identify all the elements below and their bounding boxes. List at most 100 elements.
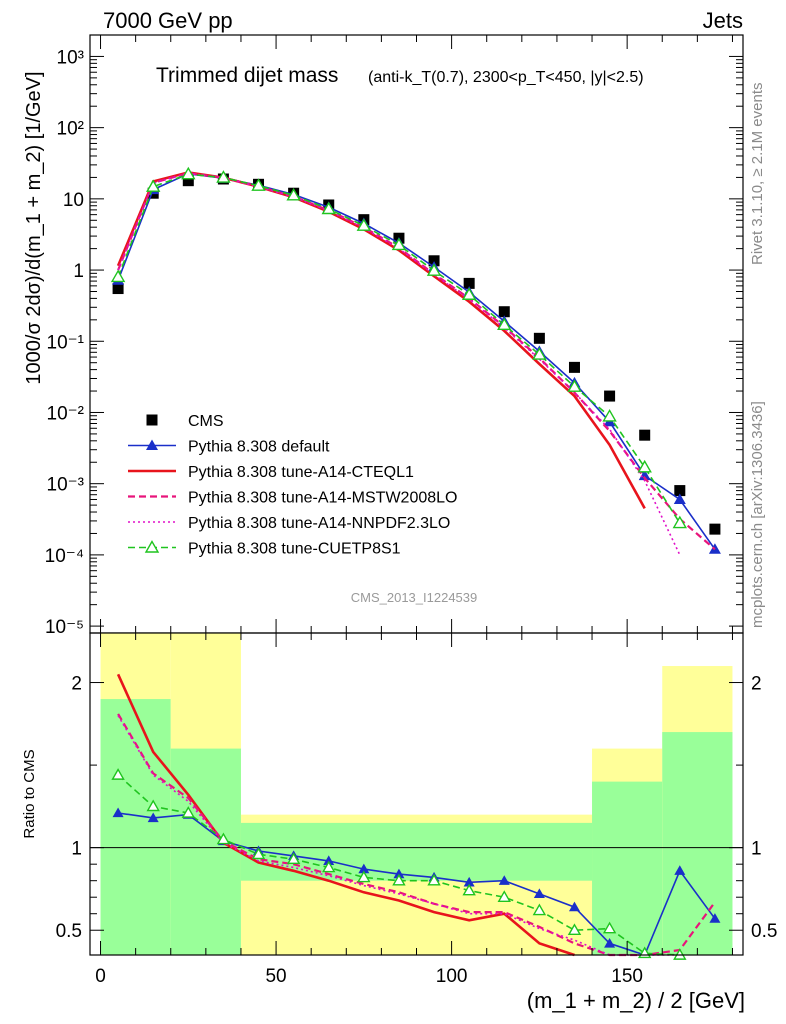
data-point xyxy=(181,166,196,180)
ratio-y-tick-label: 0.5 xyxy=(751,921,777,942)
ratio-point xyxy=(357,870,371,883)
main-ylabel: 1000/σ 2dσ)/d(m_1 + m_2) [1/GeV] xyxy=(23,71,45,384)
x-tick-label: 50 xyxy=(265,966,286,987)
ratio-y-tick-label: 2 xyxy=(71,674,82,695)
ratio-point xyxy=(533,888,545,899)
legend: CMS Pythia 8.308 default Pythia 8.308 tune… xyxy=(128,413,457,558)
main-panel: 10⁻⁵ 10⁻⁴ 10⁻³ 10⁻² 10⁻¹ 1 10 10² 10³ xyxy=(45,34,744,638)
data-point xyxy=(216,170,231,183)
ratio-series-2 xyxy=(117,713,716,957)
ratio-point xyxy=(673,948,687,960)
legend-label: Pythia 8.308 tune-A14-NNPDF2.3LO xyxy=(188,515,450,532)
data-point xyxy=(709,523,721,535)
data-point xyxy=(356,218,372,231)
header-right: Jets xyxy=(703,8,743,33)
watermark: CMS_2013_I1224539 xyxy=(351,590,478,605)
x-tick-label: 100 xyxy=(436,966,468,987)
data-point xyxy=(463,277,475,289)
main-title: Trimmed dijet mass xyxy=(156,64,338,87)
y-tick-label: 10⁻¹ xyxy=(47,332,85,353)
ratio-y-tick-label: 0.5 xyxy=(56,921,82,942)
series-line xyxy=(117,171,716,551)
ratio-xlabel: (m_1 + m_2) / 2 [GeV] xyxy=(527,988,745,1013)
legend-label: Pythia 8.308 default xyxy=(188,439,330,456)
ratio-series-1 xyxy=(116,673,575,957)
ratio-point xyxy=(323,855,335,866)
ratio-point xyxy=(146,799,160,812)
data-point xyxy=(112,283,124,295)
ratio-point xyxy=(674,865,686,875)
data-point xyxy=(321,201,336,215)
y-tick-label: 1 xyxy=(73,261,84,282)
ratio-point xyxy=(567,923,582,936)
y-tick-label: 10⁻⁵ xyxy=(45,617,84,638)
data-point xyxy=(637,459,652,473)
ratio-line xyxy=(116,673,575,957)
x-tick-label: 0 xyxy=(95,966,106,987)
ratio-point xyxy=(251,847,266,860)
ratio-point xyxy=(392,873,406,886)
uncertainty-band-green xyxy=(100,699,171,955)
data-point xyxy=(604,390,616,402)
data-point xyxy=(533,332,545,344)
data-point xyxy=(251,178,266,191)
data-point xyxy=(461,287,477,300)
legend-label: CMS xyxy=(188,413,224,430)
data-point xyxy=(498,306,510,318)
series-3 xyxy=(117,171,716,551)
ratio-point xyxy=(216,832,231,845)
ratio-point xyxy=(462,883,476,896)
header-left: 7000 GeV pp xyxy=(103,8,233,33)
data-point xyxy=(428,255,440,267)
ratio-point xyxy=(111,768,125,780)
ratio-y-tick-label: 1 xyxy=(751,839,762,860)
data-point xyxy=(672,515,688,529)
series-5 xyxy=(110,166,688,529)
x-tick-label: 150 xyxy=(611,966,643,987)
ratio-point xyxy=(147,812,159,823)
rivet-label: Rivet 3.1.10, ≥ 2.1M events xyxy=(749,83,766,266)
y-tick-label: 10³ xyxy=(57,47,84,68)
legend-label: Pythia 8.308 tune-CUETP8S1 xyxy=(188,541,401,558)
y-tick-label: 10⁻² xyxy=(47,403,85,424)
ratio-point xyxy=(322,860,336,873)
ratio-line xyxy=(117,713,716,957)
data-point xyxy=(567,379,582,392)
data-point xyxy=(673,493,686,504)
mcplots-label: mcplots.cern.ch [arXiv:1306.3436] xyxy=(749,401,766,628)
ratio-point xyxy=(497,890,511,903)
ratio-y-tick-label: 1 xyxy=(71,839,82,860)
data-point xyxy=(286,187,301,201)
ratio-point xyxy=(358,863,370,874)
y-tick-label: 10⁻⁴ xyxy=(45,546,84,567)
legend-marker xyxy=(144,540,160,553)
data-point xyxy=(182,175,194,187)
legend-label: Pythia 8.308 tune-A14-MSTW2008LO xyxy=(188,490,457,507)
ratio-line xyxy=(117,715,680,956)
y-tick-label: 10 xyxy=(63,190,84,211)
data-point xyxy=(391,237,407,251)
main-subtitle: (anti-k_T(0.7), 2300<p_T<450, |y|<2.5) xyxy=(368,69,644,86)
ratio-point xyxy=(112,807,124,818)
ratio-point xyxy=(181,806,196,818)
ratio-series-3 xyxy=(117,715,680,956)
ratio-series-4 xyxy=(111,768,687,960)
data-point xyxy=(674,485,686,497)
legend-marker xyxy=(146,439,158,450)
ratio-point xyxy=(427,873,441,886)
ratio-point xyxy=(286,852,301,865)
legend-label: Pythia 8.308 tune-A14-CTEQL1 xyxy=(188,464,414,481)
ratio-point xyxy=(393,868,405,879)
legend-marker xyxy=(146,414,158,426)
data-point xyxy=(568,361,580,373)
ratio-panel: 0 50 100 150 0.5 0.5 1 1 2 2 xyxy=(56,632,777,987)
uncertainty-band-green xyxy=(662,732,733,955)
ratio-point xyxy=(709,913,721,923)
ratio-point xyxy=(532,903,547,916)
y-tick-label: 10² xyxy=(57,119,84,140)
data-point xyxy=(110,269,126,283)
ratio-ylabel: Ratio to CMS xyxy=(21,749,38,838)
data-point xyxy=(497,317,512,331)
y-tick-label: 10⁻³ xyxy=(47,475,85,496)
